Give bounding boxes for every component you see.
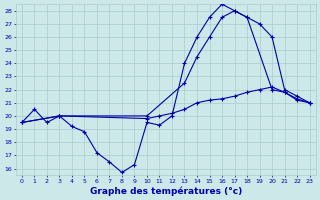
X-axis label: Graphe des températures (°c): Graphe des températures (°c)	[90, 186, 242, 196]
